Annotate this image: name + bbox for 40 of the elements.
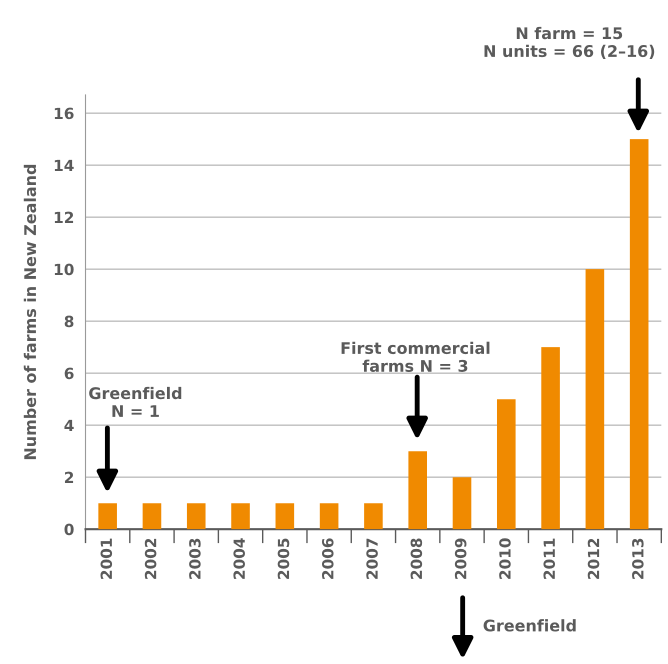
bar — [231, 503, 250, 530]
y-tick-label: 16 — [54, 108, 74, 120]
text: Greenfield — [484, 619, 576, 632]
bar — [452, 477, 472, 530]
x-tick-label: 2004 — [233, 538, 245, 579]
x-tick-label: 2011 — [543, 538, 556, 579]
annotation: Greenfield N = 1 — [89, 386, 182, 417]
y-tick-label: 0 — [64, 524, 74, 536]
bar — [496, 399, 516, 530]
bar — [408, 451, 428, 530]
bar — [364, 503, 383, 530]
x-tick-label: 2010 — [499, 538, 511, 579]
y-tick-label: 10 — [54, 264, 74, 276]
x-tick-label: 2008 — [410, 538, 422, 579]
bar — [98, 503, 117, 530]
annotation: First commercial farms N = 3 — [342, 342, 490, 372]
x-tick-label: 2007 — [366, 538, 378, 579]
x-tick-label: 2013 — [632, 538, 644, 579]
y-tick-label: 4 — [64, 420, 74, 431]
y-tick-label: 8 — [64, 316, 74, 328]
x-tick-label: 2001 — [100, 538, 112, 579]
bar — [630, 139, 648, 530]
y-tick-label: 6 — [64, 368, 74, 380]
y-axis-title: Number of farms in New Zealand — [24, 164, 36, 460]
bar — [276, 503, 294, 530]
bar — [586, 269, 604, 530]
text: N farm = 15 N units = 66 (2–16) — [484, 26, 654, 59]
bar — [320, 503, 338, 530]
bar — [186, 503, 206, 530]
x-tick-label: 2005 — [278, 538, 290, 579]
y-tick-label: 12 — [54, 212, 74, 223]
x-tick-label: 2006 — [322, 538, 334, 579]
bar — [541, 347, 560, 530]
x-tick-label: 2002 — [144, 538, 156, 579]
y-tick-label: 2 — [64, 472, 74, 484]
y-tick-label: 14 — [54, 160, 74, 171]
bar — [142, 503, 162, 530]
x-tick-label: 2012 — [588, 538, 600, 579]
x-tick-label: 2003 — [189, 538, 201, 579]
x-tick-label: 2009 — [454, 538, 466, 579]
